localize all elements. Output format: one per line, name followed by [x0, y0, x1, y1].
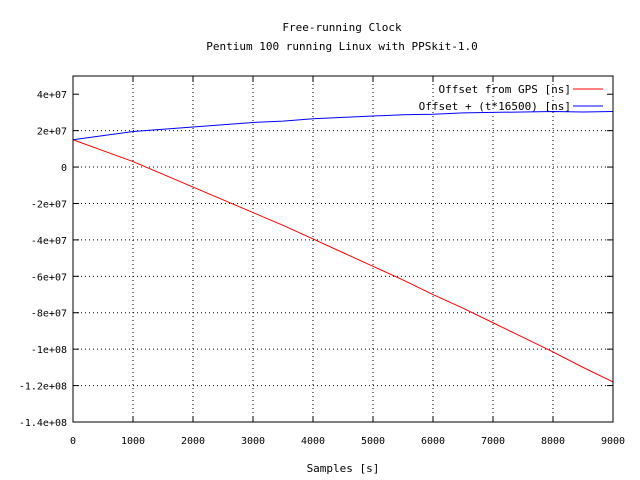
- chart-subtitle: Pentium 100 running Linux with PPSkit-1.…: [206, 40, 478, 53]
- x-tick-label: 0: [70, 436, 76, 447]
- x-tick-label: 8000: [541, 436, 565, 447]
- chart-title: Free-running Clock: [282, 21, 402, 34]
- y-tick-label: -1.2e+08: [19, 382, 67, 393]
- x-tick-label: 5000: [361, 436, 385, 447]
- legend: Offset from GPS [ns] Offset + (t*16500) […: [419, 83, 603, 113]
- y-tick-label: -1.4e+08: [19, 418, 67, 429]
- series-line-2: [72, 111, 614, 141]
- x-axis-label: Samples [s]: [307, 462, 380, 475]
- y-tick-label: -2e+07: [31, 199, 67, 210]
- x-axis-ticks: 0 1000 2000 3000 4000 5000 6000 7000 8000 9000: [70, 76, 625, 447]
- y-tick-label: -8e+07: [31, 309, 67, 320]
- x-tick-label: 7000: [481, 436, 505, 447]
- y-tick-label: 2e+07: [37, 127, 67, 138]
- y-tick-label: -4e+07: [31, 236, 67, 247]
- legend-label-2: Offset + (t*16500) [ns]: [419, 100, 571, 113]
- x-tick-label: 4000: [301, 436, 325, 447]
- x-tick-label: 1000: [121, 436, 145, 447]
- grid-lines: [73, 76, 613, 422]
- plot-frame: [72, 75, 614, 423]
- y-tick-label: 4e+07: [37, 90, 67, 101]
- series-line-1: [72, 139, 614, 383]
- y-tick-label: -6e+07: [31, 272, 67, 283]
- y-tick-label: 0: [61, 163, 67, 174]
- y-axis-ticks: 4e+07 2e+07 0 -2e+07 -4e+07 -6e+07 -8e+07 -1e+0…: [19, 90, 613, 429]
- x-tick-label: 2000: [181, 436, 205, 447]
- x-tick-label: 9000: [601, 436, 625, 447]
- y-tick-label: -1e+08: [31, 345, 67, 356]
- x-tick-label: 3000: [241, 436, 265, 447]
- legend-label-1: Offset from GPS [ns]: [439, 83, 571, 96]
- series-lines: [72, 111, 614, 383]
- x-tick-label: 6000: [421, 436, 445, 447]
